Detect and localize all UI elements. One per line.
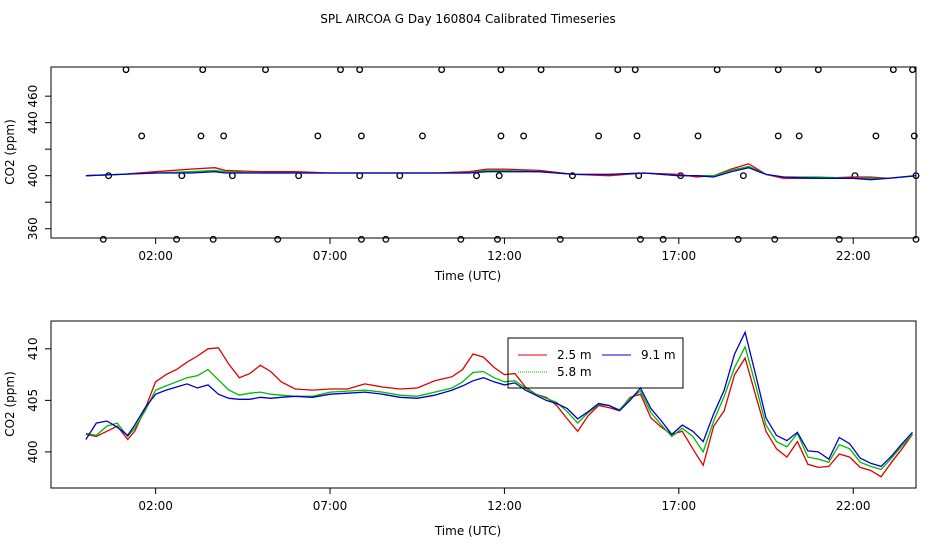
calibration-point	[520, 132, 528, 140]
calibration-point	[889, 66, 897, 74]
calibration-point	[556, 235, 564, 243]
calibration-point	[99, 235, 107, 243]
calibration-point	[357, 235, 365, 243]
calibration-point	[178, 172, 186, 180]
calibration-point	[173, 235, 181, 243]
calibration-point	[495, 172, 503, 180]
calibration-point	[633, 132, 641, 140]
legend-label-2-5m: 2.5 m	[557, 348, 592, 362]
calibration-point	[694, 132, 702, 140]
top-x-axis-label: Time (UTC)	[434, 269, 501, 283]
top-x-tick-label: 17:00	[662, 249, 697, 263]
top-x-tick-label: 07:00	[313, 249, 348, 263]
bottom-series-line-9-1-m	[85, 330, 913, 468]
calibration-point	[122, 66, 130, 74]
calibration-point	[835, 235, 843, 243]
calibration-point	[357, 132, 365, 140]
calibration-point	[795, 132, 803, 140]
calibration-point	[568, 172, 576, 180]
calibration-point	[614, 66, 622, 74]
bottom-series-line-2-5-m	[85, 347, 914, 478]
calibration-point	[494, 235, 501, 243]
calibration-point	[713, 66, 721, 74]
calibration-point	[314, 132, 322, 140]
calibration-point	[734, 235, 742, 243]
calibration-point	[537, 66, 545, 74]
calibration-point	[909, 66, 916, 74]
top-x-tick-label: 12:00	[487, 249, 522, 263]
calibration-point	[473, 172, 480, 180]
bottom-y-tick-label: 400	[26, 440, 40, 463]
calibration-point	[220, 132, 228, 140]
bottom-plot-frame	[50, 320, 917, 489]
calibration-point	[872, 132, 880, 140]
bottom-x-axis-label: Time (UTC)	[434, 524, 501, 538]
calibration-point	[262, 66, 269, 74]
bottom-x-tick-label: 02:00	[138, 499, 173, 513]
calibration-point	[595, 132, 603, 140]
calibration-point	[457, 235, 465, 243]
bottom-y-axis-label: CO2 (ppm)	[3, 371, 17, 437]
calibration-point	[631, 66, 639, 74]
legend-box	[507, 337, 684, 389]
top-y-tick-label: 460	[26, 85, 40, 108]
bottom-y-tick-label: 410	[26, 337, 40, 360]
bottom-x-tick-label: 07:00	[313, 499, 348, 513]
figure-title: SPL AIRCOA G Day 160804 Calibrated Times…	[320, 12, 615, 26]
calibration-point	[295, 172, 303, 180]
bottom-x-tick-label: 12:00	[487, 499, 522, 513]
calibration-point	[396, 172, 404, 180]
calibration-point	[438, 66, 446, 74]
calibration-point	[138, 132, 146, 140]
calibration-point	[382, 235, 390, 243]
legend-label-9-1m: 9.1 m	[641, 348, 676, 362]
calibration-point	[774, 66, 782, 74]
top-x-tick-label: 22:00	[836, 249, 871, 263]
calibration-point	[274, 235, 282, 243]
top-y-tick-label: 440	[26, 111, 40, 134]
calibration-point	[228, 172, 236, 180]
legend: 2.5 m 9.1 m 5.8 m	[507, 337, 684, 389]
bottom-x-tick-label: 22:00	[836, 499, 871, 513]
bottom-panel: 400 405 410 02:00 07:00 12:00 17:00 22:00 Time…	[3, 320, 917, 538]
bottom-y-tick-label: 405	[26, 389, 40, 412]
calibration-point	[774, 132, 782, 140]
calibration-point	[199, 66, 207, 74]
top-panel: 360 400 440 460 02:00 07:00 12:00 17:00 22:00 T…	[3, 66, 920, 283]
calibration-point	[739, 172, 747, 180]
calibration-point	[814, 66, 822, 74]
top-y-tick-label: 400	[26, 164, 40, 187]
calibration-point	[209, 235, 217, 243]
calibration-point	[659, 235, 667, 243]
calibration-point	[419, 132, 426, 140]
bottom-series-line-5-8-m	[85, 345, 913, 471]
top-plot-frame	[50, 66, 917, 239]
calibration-point	[637, 235, 644, 243]
calibration-point	[497, 132, 505, 140]
legend-label-5-8m: 5.8 m	[557, 365, 592, 379]
calibration-point	[356, 172, 364, 180]
calibration-point	[497, 66, 505, 74]
bottom-x-tick-label: 17:00	[662, 499, 697, 513]
calibration-point	[337, 66, 344, 74]
top-series-line-2-5-m	[85, 163, 917, 179]
top-y-axis-label: CO2 (ppm)	[3, 119, 17, 185]
calibration-point	[197, 132, 205, 140]
calibration-point	[105, 172, 113, 180]
calibration-point	[771, 235, 779, 243]
top-x-tick-label: 02:00	[138, 249, 173, 263]
top-y-tick-label: 360	[26, 217, 40, 240]
top-series-line-9-1-m	[85, 167, 917, 181]
calibration-point	[912, 235, 920, 243]
calibration-point	[356, 66, 364, 74]
calibration-point	[910, 132, 918, 140]
